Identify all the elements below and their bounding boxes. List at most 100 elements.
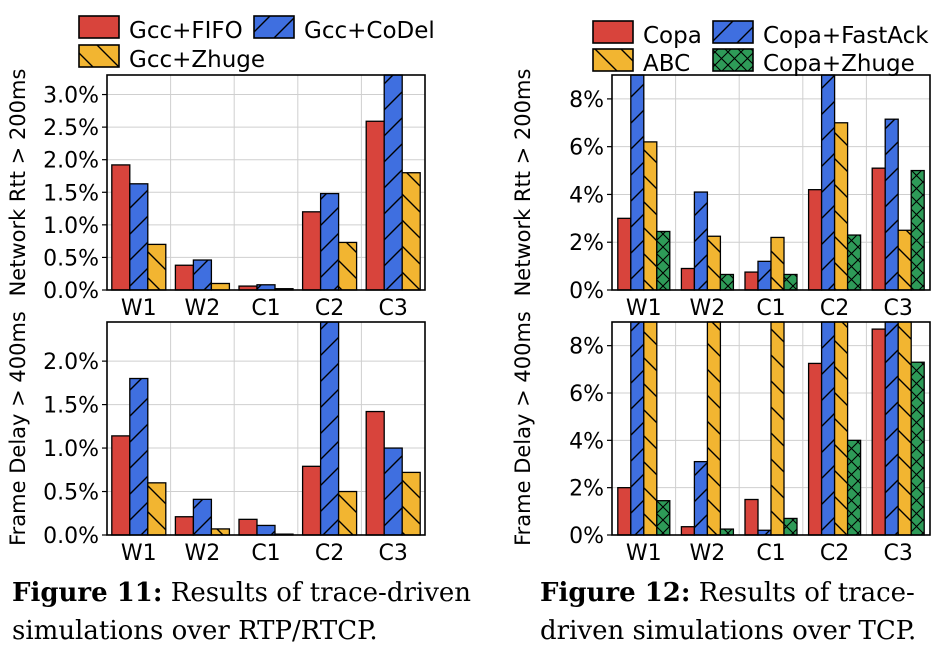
legend-copa-zhuge-swatch-hatch [713, 49, 753, 71]
chart-3-bar-copa-zhuge-w2-hatch [720, 274, 734, 290]
legend-gcc-fifo-swatch-border [78, 15, 120, 39]
chart-3-bar-abc-c3-hatch [898, 230, 912, 290]
chart-3-bar-copa-zhuge-c1-hatch [784, 274, 797, 290]
chart-4-ylabel: Frame Delay > 400ms [511, 311, 535, 546]
chart-4-xtick-label: C1 [756, 541, 785, 566]
chart-2-ytick-label: 0.0% [43, 524, 99, 549]
legend-gcc-zhuge-swatch-border [78, 44, 120, 68]
figure-11-caption-label: Figure 11: [12, 578, 163, 608]
chart-4-bar-copa-zhuge-w1-hatch [656, 500, 670, 535]
legend-abc-swatch-border [592, 48, 634, 72]
chart-3-bar-copa-fastack-c2-hatch [821, 75, 835, 290]
chart-4-ytick-label: 8% [569, 335, 604, 360]
chart-3-ytick-label: 0% [569, 279, 604, 304]
chart-1-ytick-label: 1.0% [43, 214, 99, 239]
legend-abc-swatch-hatch [593, 49, 633, 71]
chart-1-bar-gcc-codel-c3-hatch [384, 75, 403, 290]
chart-1-ytick-label: 0.0% [43, 279, 99, 304]
chart-3-xtick-label: W2 [690, 296, 726, 321]
chart-4-xtick-label: W2 [690, 541, 726, 566]
chart-3-bar-copa-c1 [745, 272, 758, 290]
chart-2-ytick-label: 1.5% [43, 394, 99, 419]
legend-gcc-fifo-label: Gcc+FIFO [129, 18, 243, 44]
chart-1-bar-gcc-zhuge-w1-hatch [147, 244, 166, 290]
chart-1-bar-gcc-fifo-c1 [239, 286, 257, 290]
chart-4-ytick-label: 2% [569, 477, 604, 502]
chart-1-bar-gcc-fifo-w2 [175, 265, 194, 290]
chart-2-bar-gcc-zhuge-c3-hatch [402, 472, 421, 535]
chart-2-ytick-label: 2.0% [43, 350, 99, 375]
chart-3-xtick-label: C2 [820, 296, 849, 321]
chart-1-bar-gcc-fifo-c3 [366, 121, 385, 291]
chart-4-bar-abc-w2-hatch [707, 322, 721, 535]
legend-copa-zhuge-swatch-border [712, 48, 754, 72]
chart-2-bar-gcc-zhuge-w2-hatch [211, 528, 230, 535]
chart-3-xtick-label: W1 [626, 296, 662, 321]
chart-4-bar-copa-zhuge-c3-hatch [911, 362, 925, 535]
chart-2-ytick-label: 0.5% [43, 481, 99, 506]
chart-2-bar-gcc-codel-c3-hatch [384, 448, 403, 535]
chart-2-xtick-label: C2 [315, 541, 344, 566]
chart-2-xtick-label: W1 [121, 541, 157, 566]
chart-3-bar-copa-zhuge-w1-hatch [656, 231, 670, 290]
chart-layer: 0.0% 0.5% 1.0% 1.5% 2.0% 2.5% 3.0% W1 W2 C1 C2 C3 Ne… [6, 15, 931, 566]
legend-copa-fastack-swatch-border [712, 20, 754, 44]
chart-3-ytick-label: 8% [569, 88, 604, 113]
legend-copa-fastack-swatch-hatch [713, 21, 753, 43]
chart-2-bar-gcc-codel-w2-hatch [193, 499, 212, 535]
chart-4-bar-abc-c1-hatch [771, 322, 784, 535]
chart-2-bar-gcc-fifo-c3 [366, 411, 385, 535]
chart-1-bar-gcc-fifo-c2 [302, 211, 321, 290]
chart-3-xtick-label: C1 [756, 296, 785, 321]
chart-3-bar-copa-fastack-c3-hatch [885, 119, 899, 290]
chart-2-bar-gcc-zhuge-c2-hatch [338, 491, 357, 535]
chart-2-bar-gcc-fifo-w1 [111, 435, 130, 535]
legend-abc-label: ABC [643, 51, 690, 77]
chart-1-ytick-label: 0.5% [43, 246, 99, 271]
chart-1-bar-gcc-codel-w2-hatch [193, 260, 212, 290]
chart-1-ytick-label: 2.5% [43, 116, 99, 141]
chart-1-ytick-label: 3.0% [43, 84, 99, 109]
chart-2-xtick-label: W2 [185, 541, 221, 566]
chart-4-frame [611, 321, 931, 536]
chart-2-bar-gcc-zhuge-w1-hatch [147, 482, 166, 535]
chart-1-ylabel: Network Rtt > 200ms [6, 69, 30, 297]
chart-1-xtick-label: C3 [379, 296, 408, 321]
chart-1-bar-gcc-codel-c2-hatch [320, 193, 339, 290]
chart-4-bar-copa-zhuge-c1-hatch [784, 518, 797, 535]
chart-1-ytick-label: 2.0% [43, 149, 99, 174]
chart-4-ytick-label: 0% [569, 524, 604, 549]
chart-3-bar-abc-w2-hatch [707, 236, 721, 290]
legend-copa-label: Copa [643, 23, 702, 49]
chart-4-bar-abc-c3-hatch [898, 322, 912, 535]
legend-gcc-codel-swatch-hatch [254, 16, 294, 38]
chart-1-bar-gcc-zhuge-w2-hatch [211, 283, 230, 290]
figure-11-caption-text: Results of trace-driven simulations over… [12, 578, 472, 646]
chart-3-bar-copa-fastack-w1-hatch [630, 75, 644, 290]
chart-4-xtick-label: W1 [626, 541, 662, 566]
chart-2-bar-gcc-fifo-w2 [175, 516, 194, 535]
chart-1-bar-gcc-codel-w1-hatch [129, 183, 148, 290]
chart-2-ytick-label: 1.0% [43, 437, 99, 462]
chart-2-bar-gcc-fifo-c2 [302, 466, 321, 535]
chart-3-bar-copa-c3 [872, 168, 886, 290]
chart-2-bar-gcc-codel-c1-hatch [257, 525, 275, 535]
chart-4-bar-copa-w2 [681, 526, 695, 535]
legend-gcc-zhuge-label: Gcc+Zhuge [129, 47, 265, 73]
chart-3-bar-copa-w1 [617, 218, 631, 290]
chart-2-bar-gcc-codel-w1-hatch [129, 378, 148, 535]
chart-1-ytick-label: 1.5% [43, 181, 99, 206]
chart-1-xtick-label: C1 [251, 296, 280, 321]
chart-3-bar-abc-c2-hatch [834, 122, 848, 291]
chart-1-xtick-label: C2 [315, 296, 344, 321]
chart-4-bar-copa-c3 [872, 329, 886, 535]
figure-canvas: 0.0% 0.5% 1.0% 1.5% 2.0% 2.5% 3.0% W1 W2 C1 C2 C3 Ne… [6, 15, 931, 566]
chart-1-bar-gcc-fifo-w1 [111, 164, 130, 290]
chart-3-frame [611, 74, 931, 291]
chart-1-bar-gcc-codel-c1-hatch [257, 284, 275, 290]
chart-1-bar-gcc-zhuge-c2-hatch [338, 242, 357, 290]
legend-gcc-zhuge-swatch-hatch [79, 45, 119, 67]
chart-4-xtick-label: C3 [884, 541, 913, 566]
chart-2-bar-gcc-codel-c2-hatch [320, 322, 339, 535]
chart-3-bar-copa-zhuge-c3-hatch [911, 170, 925, 290]
